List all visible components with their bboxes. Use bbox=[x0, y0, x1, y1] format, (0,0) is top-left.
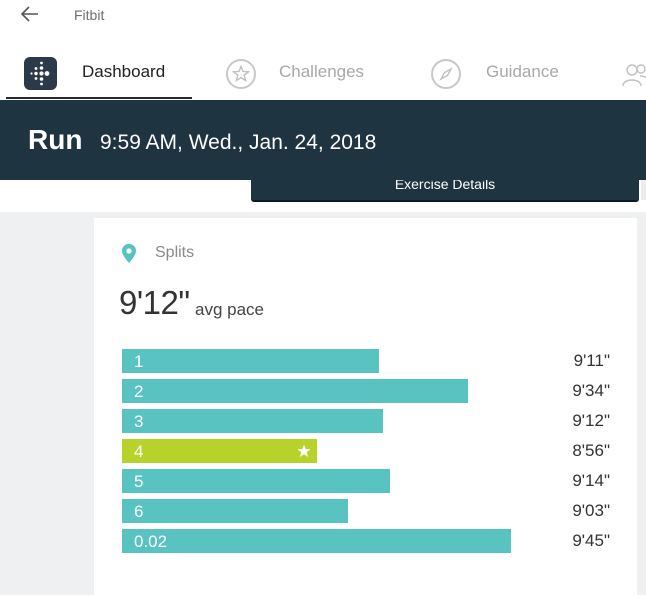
split-pace: 9'34" bbox=[572, 381, 610, 400]
people-icon[interactable] bbox=[620, 60, 646, 90]
split-label: 5 bbox=[134, 472, 144, 491]
split-bar-best: 4 bbox=[122, 439, 317, 463]
tab-challenges-label: Challenges bbox=[279, 62, 365, 81]
activity-datetime: 9:59 AM, Wed., Jan. 24, 2018 bbox=[100, 131, 377, 154]
split-label: 4 bbox=[134, 442, 144, 461]
tab-dashboard[interactable]: Dashboard bbox=[82, 56, 192, 92]
tab-dashboard-label: Dashboard bbox=[82, 62, 166, 81]
split-bar: 2 bbox=[122, 379, 468, 403]
location-pin-icon bbox=[122, 244, 136, 263]
exercise-details-button[interactable]: Exercise Details bbox=[251, 180, 639, 202]
activity-title: Run bbox=[28, 124, 83, 155]
title-bar: Fitbit bbox=[0, 0, 646, 32]
split-pace: 8'56" bbox=[572, 441, 610, 460]
active-tab-indicator bbox=[6, 97, 192, 99]
split-pace: 9'03" bbox=[572, 501, 610, 520]
split-label: 3 bbox=[134, 412, 144, 431]
split-pace: 9'45" bbox=[572, 531, 610, 550]
splits-heading: Splits bbox=[155, 244, 195, 261]
exercise-details-label: Exercise Details bbox=[394, 180, 496, 192]
activity-header: Run 9:59 AM, Wed., Jan. 24, 2018 bbox=[0, 100, 646, 180]
split-pace: 9'12" bbox=[572, 411, 610, 430]
split-label: 1 bbox=[134, 352, 144, 371]
panel-edge bbox=[641, 180, 646, 200]
tab-guidance-label: Guidance bbox=[486, 62, 559, 81]
split-label: 2 bbox=[134, 382, 144, 401]
split-bar: 3 bbox=[122, 409, 383, 433]
split-bar: 5 bbox=[122, 469, 390, 493]
split-bar: 0.02 bbox=[122, 529, 511, 553]
nav-bar: Dashboard Challenges Guidance bbox=[0, 40, 646, 100]
fitbit-dots-icon bbox=[24, 57, 57, 90]
app-title: Fitbit bbox=[74, 7, 105, 23]
avg-pace-value: 9'12" bbox=[119, 284, 190, 321]
split-pace: 9'11" bbox=[573, 351, 610, 370]
tab-challenges[interactable]: Challenges bbox=[279, 56, 389, 92]
back-arrow-icon[interactable] bbox=[18, 2, 44, 26]
avg-pace-label: avg pace bbox=[195, 300, 264, 319]
split-bar: 1 bbox=[122, 349, 379, 373]
split-label: 6 bbox=[134, 502, 144, 521]
split-pace: 9'14" bbox=[572, 471, 610, 490]
star-badge-icon bbox=[226, 59, 256, 89]
tab-guidance[interactable]: Guidance bbox=[486, 56, 586, 92]
split-label: 0.02 bbox=[134, 532, 168, 551]
split-bar: 6 bbox=[122, 499, 348, 523]
star-icon bbox=[297, 444, 311, 457]
compass-icon bbox=[431, 59, 461, 89]
